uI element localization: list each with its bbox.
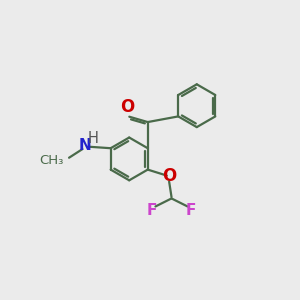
Text: F: F — [147, 203, 157, 218]
Text: H: H — [87, 131, 98, 146]
Text: CH₃: CH₃ — [39, 154, 64, 167]
Text: N: N — [79, 138, 92, 153]
Text: F: F — [186, 203, 196, 218]
Text: O: O — [162, 167, 176, 185]
Text: O: O — [120, 98, 134, 116]
